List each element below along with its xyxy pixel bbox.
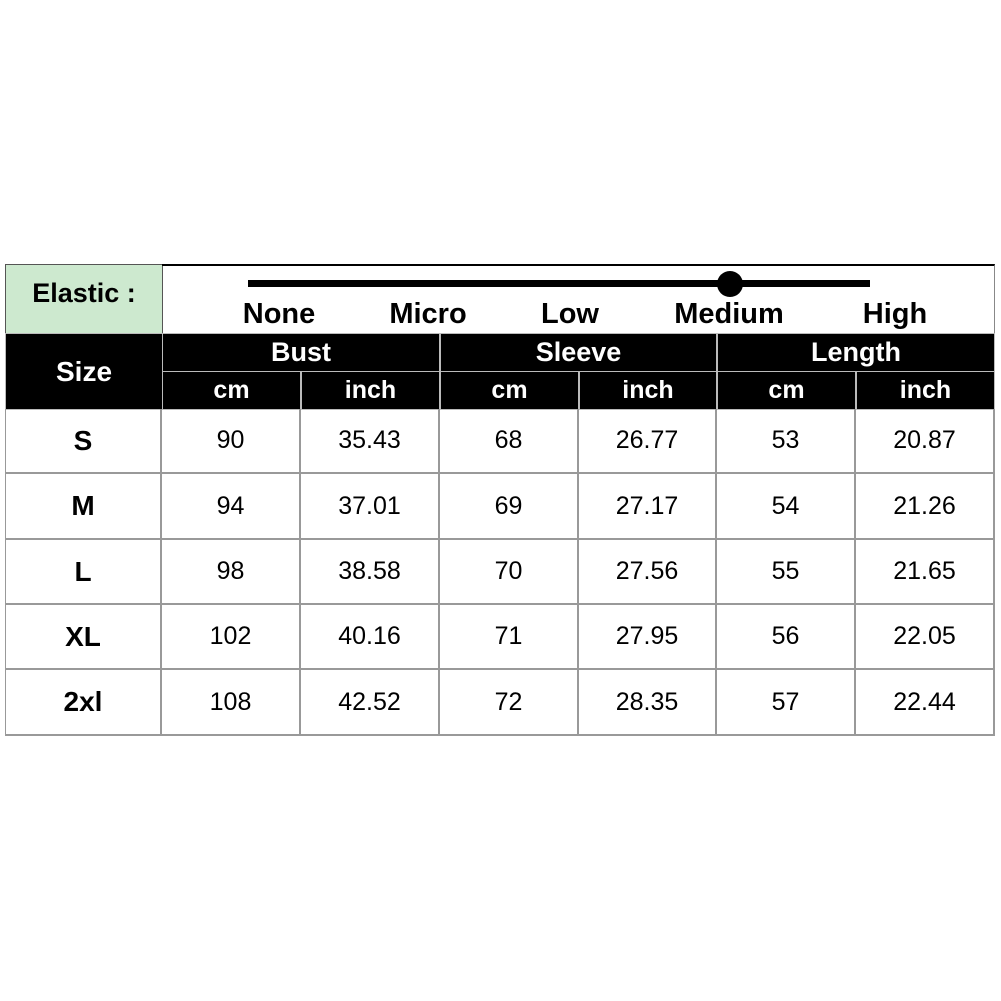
size-cell: S bbox=[5, 409, 162, 474]
table-cell: 71 bbox=[440, 605, 579, 670]
table-cell: 38.58 bbox=[301, 540, 440, 605]
table-cell: 42.52 bbox=[301, 670, 440, 736]
size-cell: M bbox=[5, 474, 162, 540]
table-cell: 56 bbox=[717, 605, 856, 670]
table-cell: 27.56 bbox=[579, 540, 717, 605]
elastic-level-none: None bbox=[242, 298, 316, 330]
table-cell: 90 bbox=[162, 409, 301, 474]
elastic-level-low: Low bbox=[541, 298, 599, 330]
elastic-slider-knob bbox=[717, 271, 743, 297]
table-cell: 20.87 bbox=[856, 409, 995, 474]
table-cell: 22.05 bbox=[856, 605, 995, 670]
unit-header: cm bbox=[440, 371, 579, 410]
table-cell: 72 bbox=[440, 670, 579, 736]
table-cell: 94 bbox=[162, 474, 301, 540]
table-cell: 21.26 bbox=[856, 474, 995, 540]
elastic-slider-track bbox=[248, 280, 870, 287]
unit-header: cm bbox=[162, 371, 301, 410]
elastic-label: Elastic : bbox=[5, 264, 163, 334]
table-cell: 57 bbox=[717, 670, 856, 736]
size-cell: 2xl bbox=[5, 670, 162, 736]
unit-header: inch bbox=[579, 371, 717, 410]
elastic-level-high: High bbox=[862, 298, 928, 330]
table-cell: 40.16 bbox=[301, 605, 440, 670]
size-cell: XL bbox=[5, 605, 162, 670]
size-header: Size bbox=[5, 333, 163, 410]
unit-header: cm bbox=[717, 371, 856, 410]
table-cell: 28.35 bbox=[579, 670, 717, 736]
table-cell: 98 bbox=[162, 540, 301, 605]
table-cell: 21.65 bbox=[856, 540, 995, 605]
table-cell: 68 bbox=[440, 409, 579, 474]
group-header-bust: Bust bbox=[162, 333, 440, 372]
size-cell: L bbox=[5, 540, 162, 605]
table-cell: 26.77 bbox=[579, 409, 717, 474]
table-cell: 27.95 bbox=[579, 605, 717, 670]
table-cell: 22.44 bbox=[856, 670, 995, 736]
unit-header: inch bbox=[856, 371, 995, 410]
group-header-length: Length bbox=[717, 333, 995, 372]
elastic-level-medium: Medium bbox=[674, 298, 784, 330]
table-cell: 53 bbox=[717, 409, 856, 474]
table-cell: 55 bbox=[717, 540, 856, 605]
group-header-sleeve: Sleeve bbox=[440, 333, 717, 372]
table-cell: 35.43 bbox=[301, 409, 440, 474]
table-cell: 27.17 bbox=[579, 474, 717, 540]
table-cell: 108 bbox=[162, 670, 301, 736]
table-cell: 102 bbox=[162, 605, 301, 670]
table-cell: 37.01 bbox=[301, 474, 440, 540]
unit-header: inch bbox=[301, 371, 440, 410]
table-cell: 70 bbox=[440, 540, 579, 605]
elastic-level-micro: Micro bbox=[389, 298, 467, 330]
elastic-scale bbox=[162, 264, 995, 334]
table-cell: 54 bbox=[717, 474, 856, 540]
table-cell: 69 bbox=[440, 474, 579, 540]
